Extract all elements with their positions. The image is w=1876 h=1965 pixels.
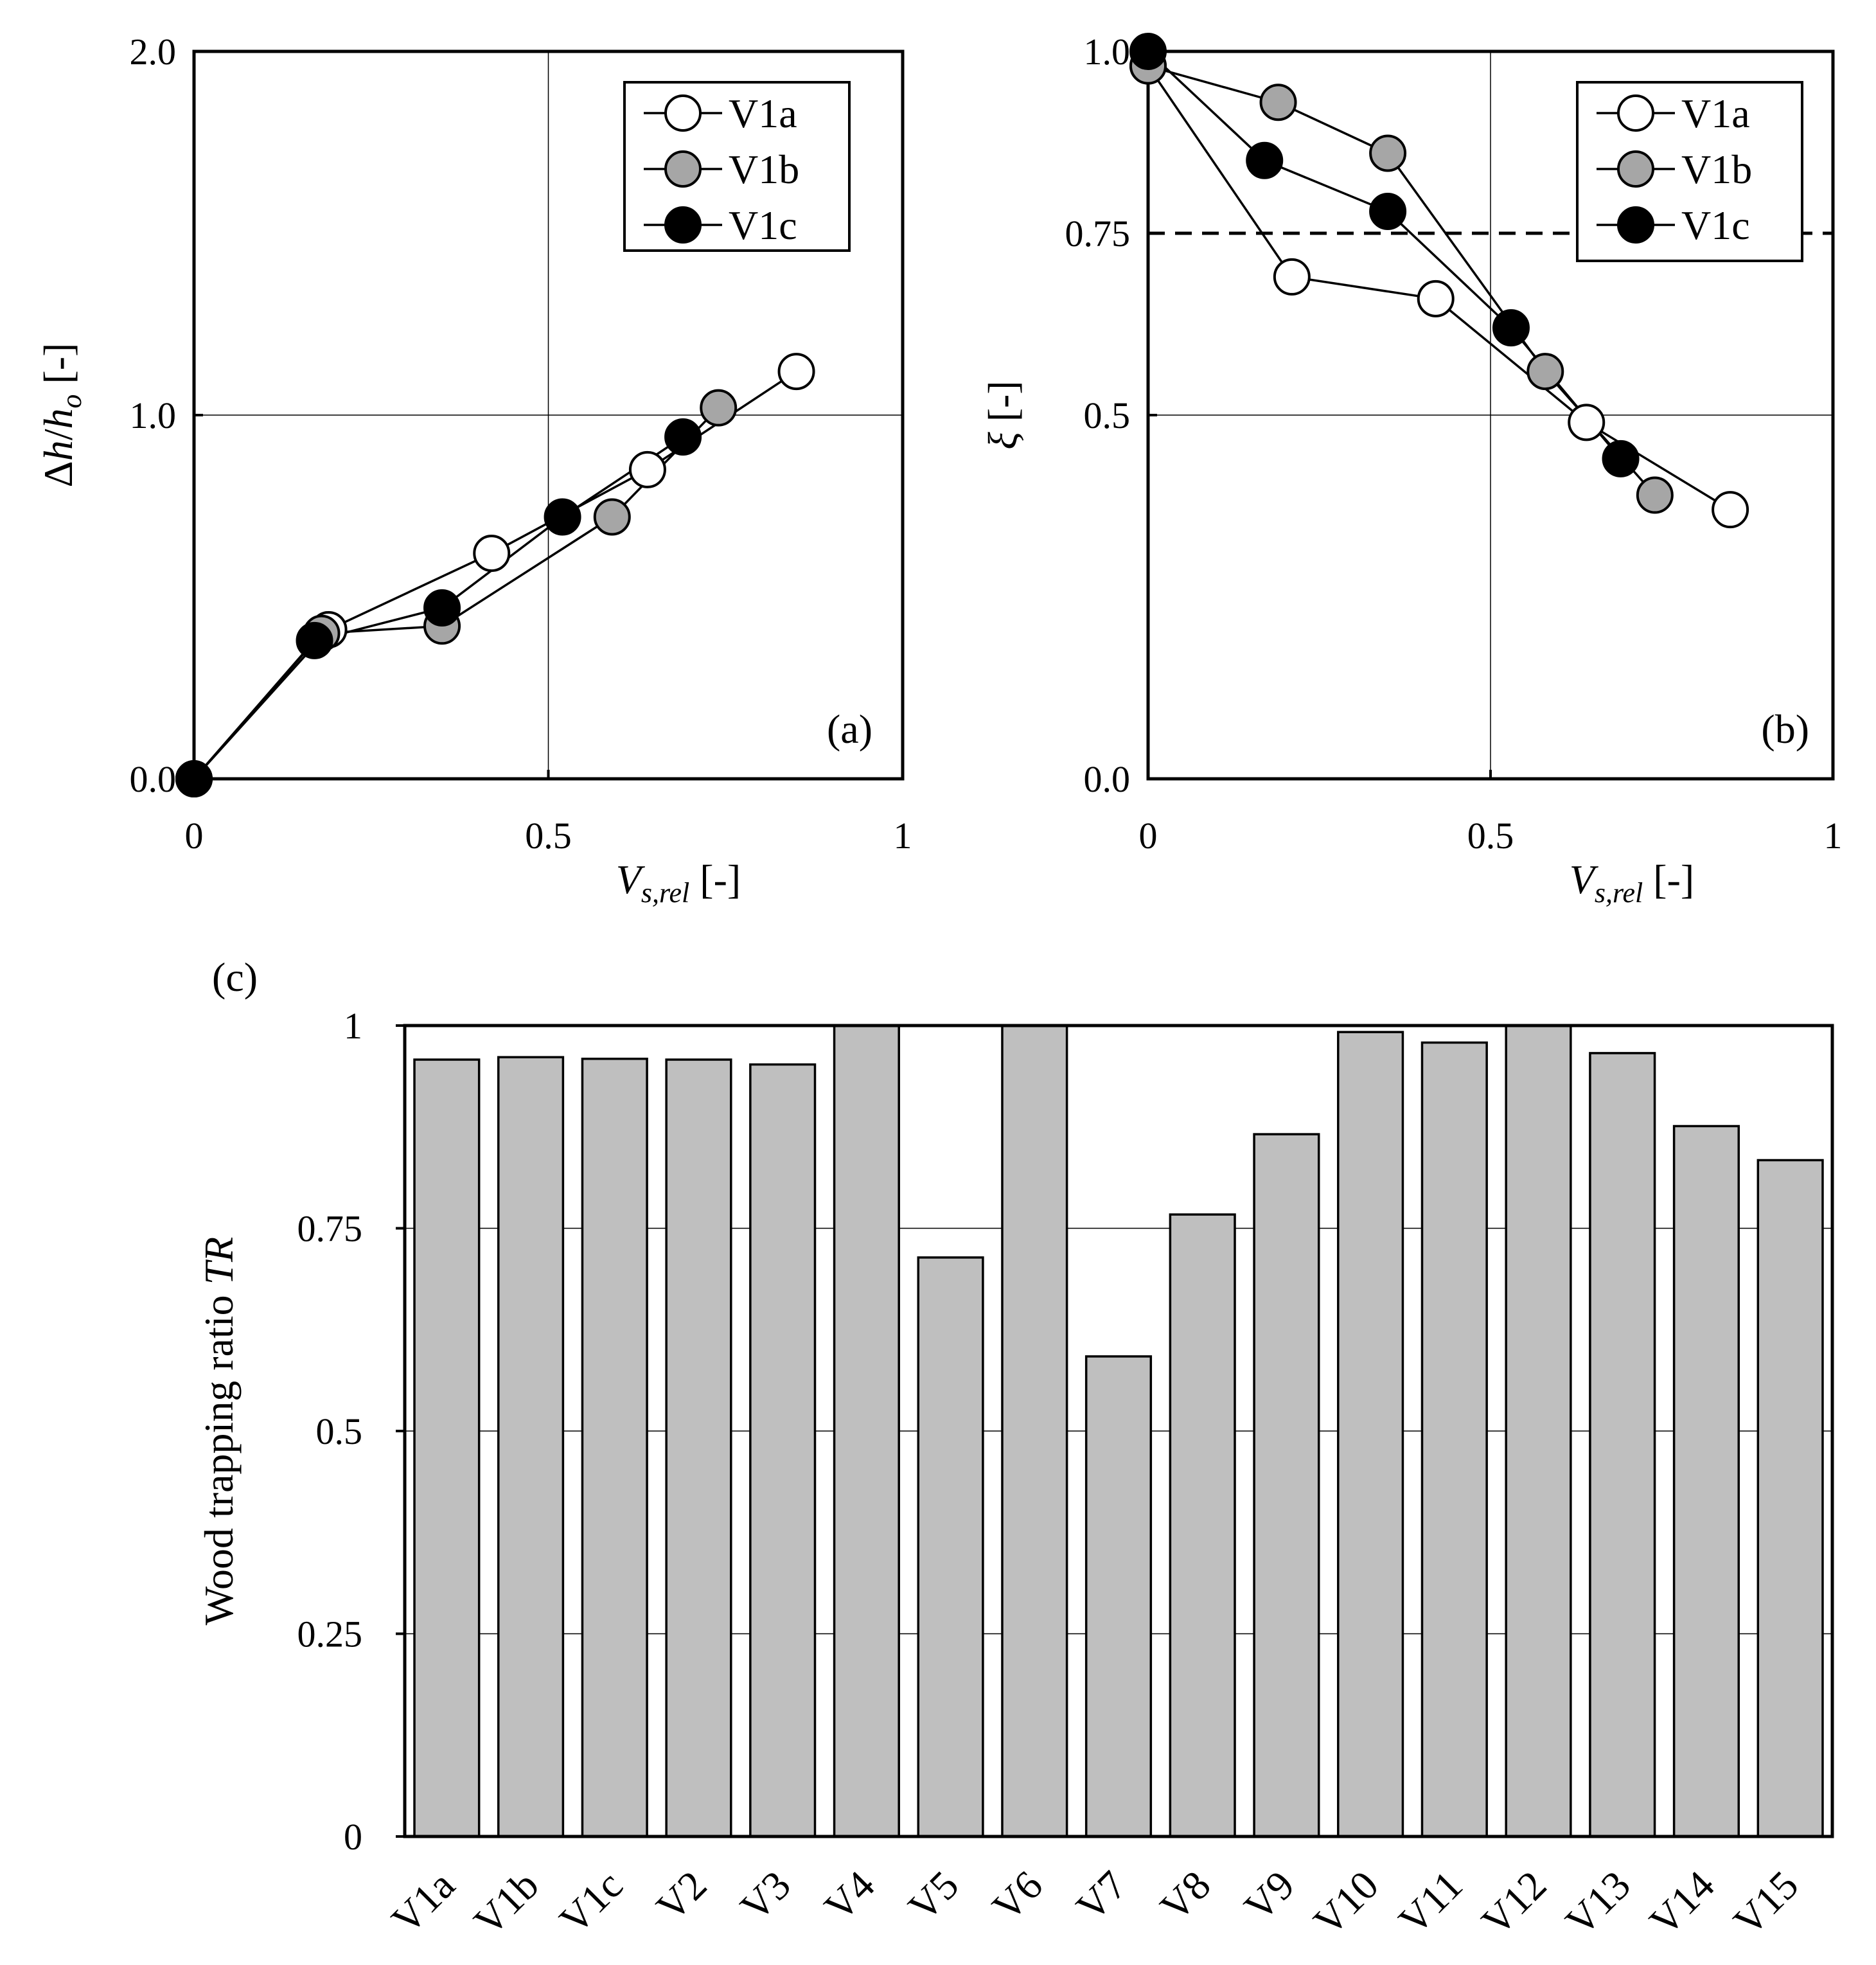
- data-point-V1c: [1369, 193, 1407, 231]
- x-axis-label-symbol: V: [1570, 857, 1599, 902]
- data-point-V1c: [423, 589, 461, 627]
- bar-V3: [749, 1063, 817, 1838]
- data-point-V1b: [593, 498, 631, 536]
- bar-V5: [917, 1256, 984, 1838]
- x-axis-label-subscript: s,rel: [1595, 877, 1643, 909]
- y-axis-label: Δh/ho [-]: [35, 343, 87, 488]
- x-axis-label-subscript: s,rel: [641, 877, 689, 909]
- y-tick-label: 0.75: [1065, 213, 1131, 254]
- chart-b: 0.00.50.751.00 0.5 1Vs,rel [-]ξ [-]V1aV1bV…: [980, 31, 1843, 909]
- legend-marker-V1b: [1617, 150, 1654, 188]
- y-tick-label: 0.0: [1084, 758, 1131, 800]
- x-tick-label: 1: [1824, 815, 1843, 857]
- chart-a: 0.01.02.00 0.5 1Vs,rel [-]Δh/ho [-]V1aV1bV…: [35, 31, 912, 909]
- data-point-V1c: [544, 498, 581, 536]
- y-tick-label: 2.0: [130, 31, 177, 73]
- y-axis-label-text: Wood trapping ratio: [196, 1285, 242, 1625]
- y-tick-label: 0.0: [130, 758, 177, 800]
- data-point-V1a: [1712, 491, 1749, 529]
- y-axis-label-unit: [-]: [35, 343, 81, 395]
- bar-V1a: [413, 1058, 481, 1838]
- data-point-V1c: [1602, 440, 1640, 477]
- y-axis-label-h0: h: [35, 409, 81, 429]
- x-axis-label: Vs,rel [-]: [1570, 857, 1694, 909]
- y-axis-label-unit: [-]: [980, 380, 1025, 432]
- y-tick-label: 0.25: [297, 1614, 363, 1655]
- bar-V12: [1505, 1024, 1572, 1838]
- y-axis-label-subscript: o: [56, 395, 87, 409]
- legend-box: [623, 81, 851, 252]
- bar-V11: [1420, 1041, 1488, 1838]
- legend-marker-V1a: [664, 94, 702, 132]
- bar-V9: [1253, 1133, 1320, 1838]
- legend-marker-V1c: [1617, 206, 1654, 244]
- y-axis-label-delta: Δ: [35, 461, 81, 487]
- data-point-V1c: [296, 621, 333, 659]
- y-axis-label-h: h: [35, 440, 81, 461]
- legend-marker-V1c: [664, 206, 702, 244]
- legend-label-V1b: V1b: [729, 147, 799, 192]
- legend-marker-V1a: [1617, 94, 1654, 132]
- x-tick-label: 1: [894, 815, 912, 857]
- x-axis-label-unit: [-]: [1643, 857, 1694, 902]
- x-axis-label-unit: [-]: [689, 857, 741, 902]
- bar-V15: [1757, 1159, 1824, 1838]
- y-tick-label: 0.5: [316, 1410, 363, 1452]
- legend-marker-V1b: [664, 150, 702, 188]
- legend-label-V1b: V1b: [1681, 147, 1752, 192]
- data-point-V1a: [628, 450, 666, 488]
- bar-V7: [1084, 1355, 1153, 1838]
- y-axis-label: Wood trapping ratio TR: [196, 1237, 242, 1626]
- y-tick-label: 1.0: [1084, 31, 1131, 73]
- panel-label: (c): [212, 954, 258, 1000]
- bar-V1b: [497, 1056, 565, 1838]
- data-point-V1b: [1636, 476, 1674, 514]
- x-tick-label: 0.5: [525, 815, 572, 857]
- bar-V8: [1169, 1213, 1236, 1838]
- data-point-V1c: [1129, 33, 1167, 70]
- bar-V10: [1337, 1031, 1404, 1838]
- x-tick-label: 0.5: [1467, 815, 1514, 857]
- bar-V6: [1001, 1024, 1068, 1838]
- y-tick-label: 1: [344, 1005, 362, 1047]
- data-point-V1b: [700, 389, 738, 427]
- panel-label: (b): [1761, 706, 1809, 752]
- y-axis-label-xi: ξ: [980, 432, 1025, 450]
- data-point-V1c: [1492, 309, 1530, 347]
- y-axis-label-slash: /: [35, 429, 81, 440]
- data-point-V1a: [777, 353, 815, 391]
- bar-V2: [665, 1058, 732, 1838]
- data-point-V1c: [1246, 141, 1284, 179]
- y-tick-label: 0.75: [297, 1208, 363, 1250]
- x-tick-label: 0: [1139, 815, 1158, 857]
- y-axis-label-symbol: TR: [196, 1237, 242, 1285]
- data-point-V1b: [1526, 353, 1564, 391]
- y-tick-label: 1.0: [130, 395, 177, 436]
- panel-label: (a): [827, 706, 872, 752]
- legend-label-V1c: V1c: [729, 202, 797, 248]
- data-point-V1b: [1369, 134, 1407, 172]
- y-tick-label: 0: [344, 1816, 362, 1858]
- y-axis-label: ξ [-]: [980, 380, 1025, 449]
- data-point-V1a: [1273, 258, 1311, 296]
- data-point-V1a: [1568, 404, 1606, 441]
- data-point-V1c: [175, 760, 213, 797]
- x-axis-label-symbol: V: [616, 857, 646, 902]
- y-tick-label: 0.5: [1084, 395, 1131, 436]
- bar-V4: [833, 1024, 900, 1838]
- legend-label-V1a: V1a: [729, 91, 797, 136]
- x-axis-label: Vs,rel [-]: [616, 857, 741, 909]
- bar-V1c: [581, 1057, 648, 1838]
- data-point-V1b: [1259, 84, 1297, 121]
- data-point-V1a: [1417, 280, 1455, 317]
- data-point-V1a: [473, 535, 511, 573]
- legend-label-V1a: V1a: [1681, 91, 1750, 136]
- bar-V13: [1589, 1052, 1656, 1838]
- bar-V14: [1672, 1125, 1740, 1838]
- data-point-V1c: [664, 418, 702, 456]
- x-tick-label: 0: [185, 815, 204, 857]
- legend-label-V1c: V1c: [1681, 202, 1750, 248]
